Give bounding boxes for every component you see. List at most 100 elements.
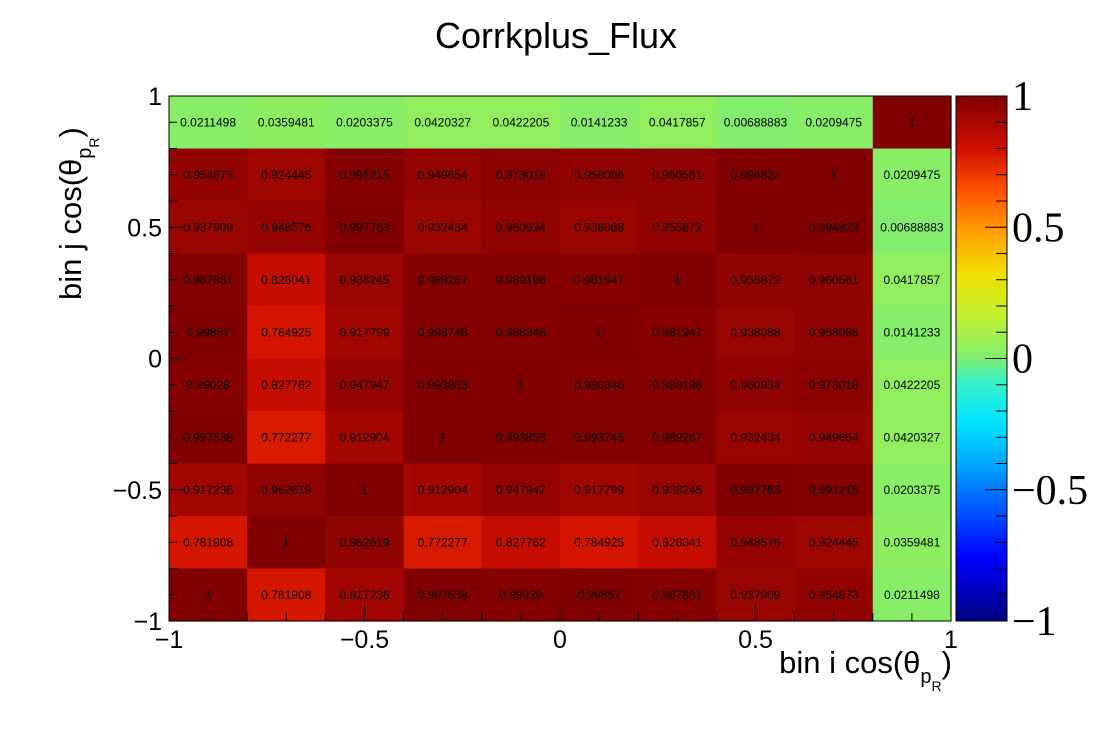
heatmap-cell — [247, 463, 326, 517]
heatmap-cell — [638, 201, 717, 255]
heatmap-cell — [872, 516, 952, 570]
heatmap-cell — [247, 201, 326, 255]
heatmap-cell — [560, 568, 639, 622]
cell-value-label: 0.997538 — [418, 588, 468, 602]
cell-value-label: 0.917799 — [339, 325, 389, 339]
cell-value-label: 0.989196 — [652, 378, 702, 392]
colorbar-tick-labels: −1 −0.5 0 0.5 1 — [1012, 74, 1088, 645]
cell-value-label: 0.960561 — [809, 273, 859, 287]
heatmap-cell — [716, 411, 796, 465]
heatmap-cell — [794, 516, 874, 570]
y-tick-label: −1 — [133, 608, 162, 636]
cell-value-label: 0.0211498 — [180, 115, 236, 129]
heatmap-cell — [481, 148, 561, 202]
y-tick-label: 0.5 — [127, 214, 162, 242]
colorbar-tick-label: 0.5 — [1012, 205, 1065, 251]
heatmap-cell — [403, 516, 483, 570]
cell-value-label: 0.0141233 — [571, 115, 628, 129]
cell-value-label: 0.932434 — [730, 430, 780, 444]
cell-value-label: 1 — [205, 588, 212, 602]
heatmap-cell — [794, 201, 874, 255]
cell-value-label: 0.938088 — [730, 325, 780, 339]
heatmap-cell — [560, 306, 639, 360]
heatmap-cell — [872, 411, 952, 465]
heatmap-cell — [716, 201, 796, 255]
heatmap-cell — [325, 463, 405, 517]
heatmap-cell — [169, 516, 248, 570]
heatmap-cell-labels: 0.0211498 0.0359481 0.0203375 0.0420327 0.04… — [180, 115, 944, 602]
cell-value-label: 1 — [674, 273, 681, 287]
heatmap-cell — [169, 96, 248, 150]
heatmap-cell — [872, 253, 952, 307]
heatmap-cell — [481, 253, 561, 307]
cell-value-label: 0.784925 — [261, 325, 311, 339]
heatmap-cell — [638, 306, 717, 360]
cell-value-label: 0.938245 — [652, 483, 702, 497]
cell-value-label: 0.917236 — [339, 588, 389, 602]
cell-value-label: 0.827762 — [496, 535, 546, 549]
colorbar-ticks — [985, 95, 1007, 622]
cell-value-label: 0.00688883 — [880, 220, 944, 234]
heatmap-cell — [247, 96, 326, 150]
heatmap-cell — [169, 411, 248, 465]
heatmap-cell — [247, 148, 326, 202]
heatmap-cell — [247, 358, 326, 412]
heatmap-cells — [169, 96, 952, 622]
cell-value-label: 0.0420327 — [414, 115, 471, 129]
cell-value-label: 0.00688883 — [724, 115, 788, 129]
heatmap-cell — [169, 568, 248, 622]
heatmap-cell — [716, 148, 796, 202]
cell-value-label: 0.989196 — [496, 273, 546, 287]
colorbar-tick-label: −1 — [1012, 599, 1057, 645]
heatmap-cell — [794, 96, 874, 150]
cell-value-label: 0.937909 — [183, 220, 233, 234]
heatmap-cell — [872, 568, 952, 622]
cell-value-label: 1 — [909, 115, 916, 129]
y-axis-label: bin j cos(θpR) — [53, 127, 102, 300]
cell-value-label: 0.924445 — [809, 535, 859, 549]
cell-value-label: 0.954873 — [809, 588, 859, 602]
heatmap-cell — [560, 516, 639, 570]
heatmap-cell — [403, 463, 483, 517]
cell-value-label: 0.958086 — [809, 325, 859, 339]
cell-value-label: 0.0211498 — [884, 588, 940, 602]
cell-value-label: 1 — [518, 378, 525, 392]
x-tick-label: 1 — [944, 626, 958, 654]
cell-value-label: 0.99028 — [499, 588, 543, 602]
cell-value-label: 0.955872 — [652, 220, 702, 234]
heatmap-cell — [481, 516, 561, 570]
cell-value-label: 0.949654 — [418, 168, 468, 182]
cell-value-label: 0.993853 — [418, 378, 468, 392]
cell-value-label: 0.994823 — [730, 168, 780, 182]
cell-value-label: 0.981947 — [652, 325, 702, 339]
cell-value-label: 0.947947 — [339, 378, 389, 392]
heatmap-cell — [403, 201, 483, 255]
cell-value-label: 0.938245 — [339, 273, 389, 287]
heatmap-cell — [560, 463, 639, 517]
heatmap-cell — [325, 96, 405, 150]
cell-value-label: 0.0417857 — [649, 115, 706, 129]
cell-value-label: 0.962619 — [261, 483, 311, 497]
heatmap-cell — [638, 516, 717, 570]
cell-value-label: 0.994823 — [809, 220, 859, 234]
cell-value-label: 0.958086 — [574, 168, 624, 182]
heatmap-cell — [403, 148, 483, 202]
cell-value-label: 0.997763 — [730, 483, 780, 497]
cell-value-label: 0.991215 — [339, 168, 389, 182]
cell-value-label: 1 — [830, 168, 837, 182]
heatmap-cell — [716, 358, 796, 412]
cell-value-label: 0.0417857 — [884, 273, 941, 287]
cell-value-label: 0.99857 — [186, 325, 230, 339]
cell-value-label: 0.781908 — [261, 588, 311, 602]
cell-value-label: 0.948576 — [261, 220, 311, 234]
axis-ticks — [168, 95, 952, 622]
heatmap-cell — [794, 306, 874, 360]
heatmap-cell — [247, 306, 326, 360]
cell-value-label: 0.962619 — [339, 535, 389, 549]
x-tick-labels: −1 −0.5 0 0.5 1 — [155, 626, 958, 654]
cell-value-label: 0.827762 — [261, 378, 311, 392]
y-tick-label: −0.5 — [113, 477, 162, 505]
y-tick-label: 0 — [148, 346, 162, 374]
heatmap-cell — [716, 253, 796, 307]
chart-title: Corrkplus_Flux — [435, 15, 677, 56]
